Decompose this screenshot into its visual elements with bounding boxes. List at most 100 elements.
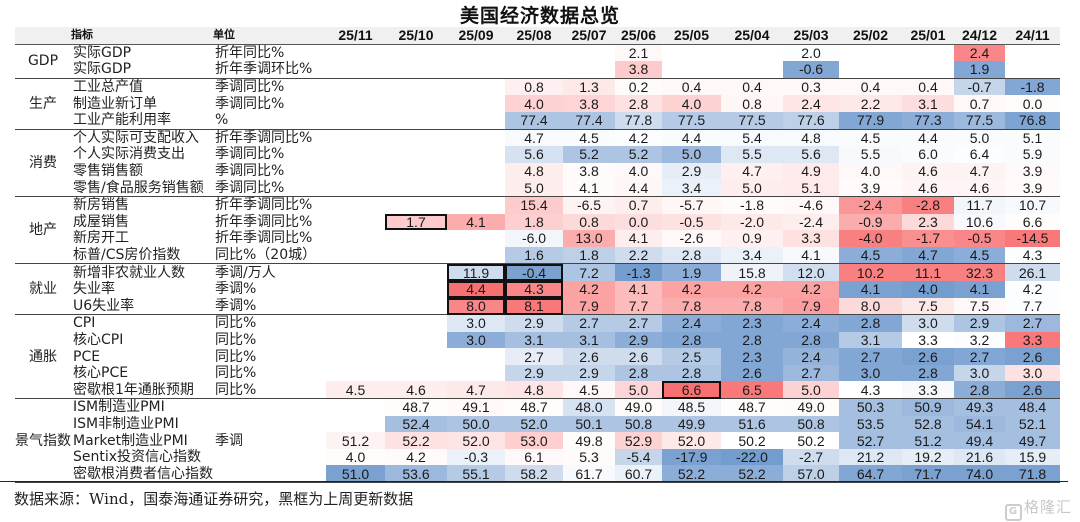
- heatmap-cell: [447, 196, 505, 213]
- heatmap-cell: 1.9: [662, 263, 721, 281]
- heatmap-cell: 2.7: [954, 348, 1005, 365]
- unit-label: 季调: [215, 432, 243, 449]
- header-indicator: 指标: [71, 27, 213, 45]
- category-label: 就业: [15, 263, 71, 316]
- unit-label: [213, 416, 326, 433]
- table-row: 消费 个人实际可支配收入 折年季调同比% 4.7 4.5 4.2 4.4 5.4 4.8 4.5 4…: [15, 129, 1060, 197]
- category-label: GDP: [15, 44, 71, 79]
- table-row: 通胀 CPI 同比% 3.0 2.9 2.7 2.7 2.4 2.3 2.4 2.8 3.0 2.9 2.…: [15, 314, 1060, 400]
- heatmap-cell: 2.4: [783, 95, 839, 112]
- table-row: Sentix投资信心指数 4.0 4.2 -0.3 6.1 5.3 -5.4 -17.9 -22…: [15, 448, 1060, 466]
- heatmap-cell: 11.1: [902, 263, 954, 281]
- table-row: 密歇根消费者信心指数 51.0 53.6 55.1 58.2 61.7 60.7 52.2 52…: [15, 465, 1060, 484]
- table-row: 制造业新订单 季调同比% 4.0 3.8 2.8 4.0 0.8 2.4 2.2 3.1 0.7 0.…: [15, 95, 1060, 112]
- heatmap-cell: 4.2: [563, 280, 615, 298]
- heatmap-cell: 0.8: [721, 95, 783, 112]
- heatmap-cell: [447, 111, 505, 130]
- heatmap-cell: -6.0: [505, 230, 563, 247]
- heatmap-cell: 3.8: [563, 162, 615, 180]
- heatmap-cell: 7.7: [1005, 297, 1060, 316]
- heatmap-cell: 1.8: [563, 246, 615, 265]
- heatmap-cell: 5.2: [615, 146, 662, 163]
- heatmap-cell: 0.0: [1005, 95, 1060, 112]
- header-month: 25/01: [902, 27, 954, 45]
- heatmap-cell: 15.4: [505, 196, 563, 214]
- heatmap-cell: 0.7: [954, 95, 1005, 112]
- indicator-label: 工业总产值: [73, 79, 143, 96]
- heatmap-cell: 77.8: [615, 111, 662, 130]
- heatmap-cell: 3.9: [839, 179, 902, 197]
- heatmap-cell: [326, 61, 385, 79]
- heatmap-cell: [1005, 61, 1060, 79]
- heatmap-cell: [326, 95, 385, 112]
- indicator-label: U6失业率: [71, 297, 213, 316]
- heatmap-cell: [385, 281, 447, 298]
- heatmap-cell: 3.3: [902, 381, 954, 400]
- heatmap-cell: 5.0: [783, 381, 839, 400]
- unit-label: 折年季调同比%: [215, 129, 313, 146]
- heatmap-cell: [326, 281, 385, 298]
- heatmap-cell: 6.1: [505, 448, 563, 466]
- heatmap-cell: 2.8: [662, 364, 721, 382]
- heatmap-cell: [385, 315, 447, 332]
- heatmap-cell: 4.0: [615, 162, 662, 180]
- indicator-label: 工业产能利用率: [71, 111, 213, 130]
- heatmap-cell: 71.8: [1005, 465, 1060, 484]
- heatmap-cell: 4.0: [839, 162, 902, 180]
- heatmap-cell: 52.2: [721, 465, 783, 484]
- heatmap-cell: 51.2: [326, 432, 385, 449]
- heatmap-cell: 2.4: [954, 44, 1005, 62]
- indicator-label: 核心PCE: [73, 365, 129, 382]
- indicator-label: ISM非制造业PMI: [73, 415, 179, 432]
- table-row: 工业产能利用率% 77.4 77.4 77.8 77.5 77.5 77.6 77.9 77.3…: [15, 111, 1060, 130]
- heatmap-cell: 7.7: [615, 297, 662, 316]
- indicator-label: 核心CPI: [73, 331, 124, 348]
- heatmap-cell: 2.8: [954, 381, 1005, 400]
- heatmap-cell: -14.5: [1005, 230, 1060, 247]
- heatmap-cell: 0.8: [505, 78, 563, 96]
- heatmap-cell: [447, 365, 505, 382]
- unit-label: %: [213, 111, 326, 130]
- heatmap-cell: 2.6: [721, 364, 783, 382]
- heatmap-cell: 2.3: [721, 314, 783, 332]
- heatmap-cell: [326, 399, 385, 416]
- heatmap-cell: 4.8: [505, 162, 563, 180]
- heatmap-cell: [385, 61, 447, 79]
- heatmap-cell: 3.0: [447, 314, 505, 332]
- heatmap-cell: 2.9: [615, 331, 662, 349]
- heatmap-cell: 4.8: [783, 129, 839, 147]
- category-label: 消费: [15, 129, 71, 197]
- heatmap-cell: 8.1: [505, 297, 563, 316]
- indicator-label: 新增非农就业人数: [73, 264, 185, 281]
- heatmap-cell: 76.8: [1005, 111, 1060, 130]
- heatmap-cell: 4.3: [1005, 246, 1060, 265]
- heatmap-cell: 50.2: [783, 432, 839, 449]
- heatmap-cell: 15.8: [721, 263, 783, 281]
- heatmap-cell: [326, 44, 385, 61]
- heatmap-cell: 4.1: [839, 280, 902, 298]
- heatmap-cell: [902, 44, 954, 61]
- heatmap-cell: 2.7: [1005, 314, 1060, 332]
- heatmap-cell: 2.0: [783, 44, 839, 62]
- heatmap-cell: 77.6: [783, 111, 839, 130]
- heatmap-cell: 64.7: [839, 465, 902, 484]
- indicator-label: CPI: [73, 315, 96, 332]
- table-row: 零售销售额 季调同比% 4.8 3.8 4.0 2.9 4.7 4.9 4.0 4.6 4.7 3.9: [15, 162, 1060, 180]
- heatmap-cell: 7.9: [563, 297, 615, 316]
- heatmap-cell: 2.9: [662, 162, 721, 180]
- heatmap-cell: 74.0: [954, 465, 1005, 484]
- indicator-label: 成屋销售: [73, 213, 129, 230]
- heatmap-cell: [385, 246, 447, 265]
- heatmap-cell: 4.0: [326, 448, 385, 466]
- heatmap-cell: -0.5: [662, 213, 721, 231]
- unit-label: 折年同比%: [215, 44, 285, 61]
- heatmap-cell: [326, 365, 385, 382]
- indicator-label: Sentix投资信心指数: [73, 449, 202, 466]
- heatmap-cell: 4.4: [615, 179, 662, 197]
- heatmap-cell: 3.9: [1005, 179, 1060, 197]
- heatmap-cell: 3.9: [1005, 162, 1060, 180]
- heatmap-cell: -2.8: [902, 196, 954, 214]
- heatmap-cell: [385, 196, 447, 213]
- footer-divider: [0, 481, 1068, 482]
- table-row: PCE 同比% 2.7 2.6 2.6 2.5 2.3 2.4 2.7 2.6 2.7 2.6: [15, 348, 1060, 365]
